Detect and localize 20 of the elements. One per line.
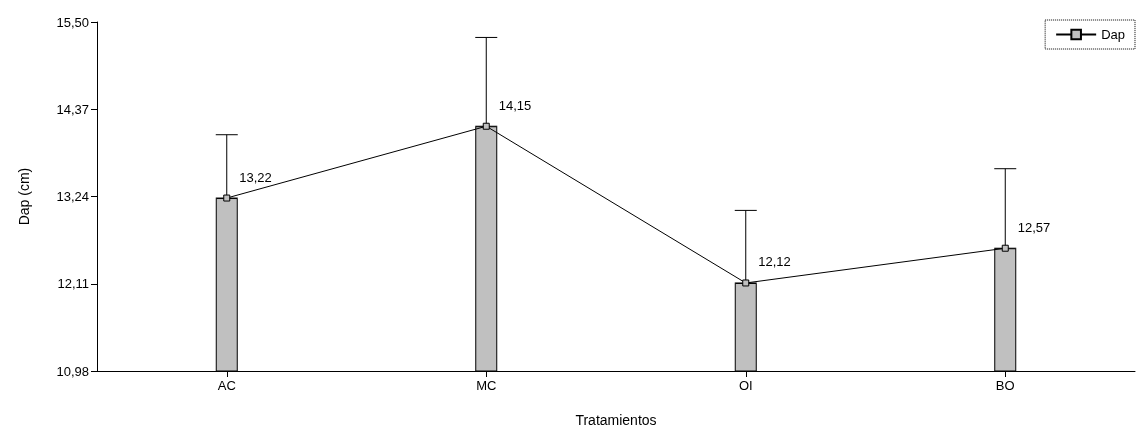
y-tick-label: 15,50 [56, 14, 89, 30]
y-tick-label: 14,37 [56, 101, 89, 117]
x-axis-title: Tratamientos [575, 412, 657, 428]
data-label: 12,57 [1017, 219, 1051, 235]
data-label: 13,22 [239, 169, 272, 185]
y-tick-label: 13,24 [56, 189, 89, 204]
y-tick-label: 12,11 [57, 276, 89, 292]
point [742, 279, 750, 287]
y-axis-title: Dap (cm) [16, 167, 32, 226]
legend-label: Dap [1101, 27, 1126, 42]
x-tick-label: AC [217, 378, 236, 393]
point [1001, 244, 1009, 252]
data-label: 14,15 [498, 97, 532, 113]
point [223, 194, 231, 202]
point [482, 122, 490, 130]
x-tick-label: OI [738, 378, 753, 393]
y-tick-label: 10,98 [56, 363, 89, 379]
x-tick-label: MC [476, 378, 497, 393]
data-label: 12,12 [758, 254, 791, 270]
x-tick-label: BO [995, 378, 1015, 393]
